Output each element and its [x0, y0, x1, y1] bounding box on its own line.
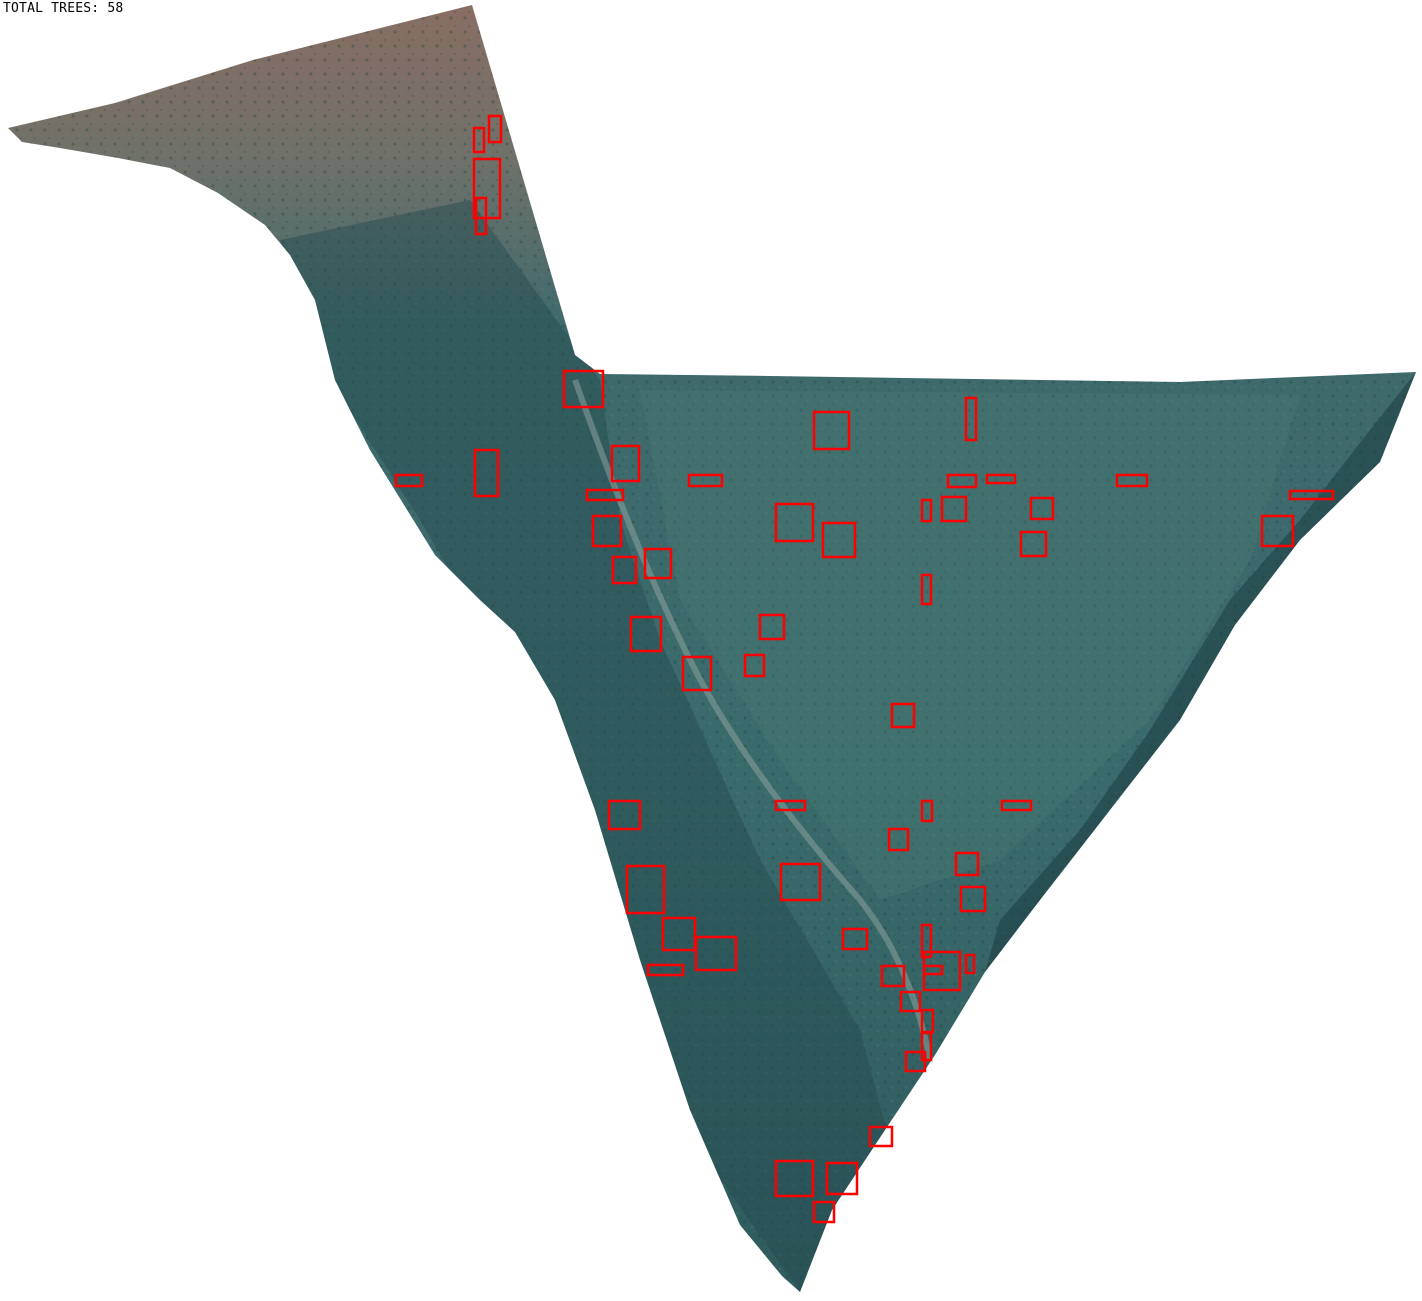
tree-box [681, 655, 713, 692]
tree-box [607, 799, 642, 831]
tree-box [694, 935, 738, 972]
tree-count-label: TOTAL TREES: 58 [3, 1, 123, 16]
tree-box [610, 444, 641, 483]
tree-box [1019, 530, 1048, 558]
tree-box [472, 126, 486, 154]
tree-box [758, 613, 786, 641]
tree-box [1288, 489, 1335, 501]
tree-box [1000, 799, 1033, 812]
tree-box [812, 1200, 836, 1224]
tree-box [774, 799, 807, 812]
tree-box [825, 1161, 859, 1196]
tree-box [880, 964, 906, 988]
tree-box [625, 864, 666, 915]
tree-box [964, 396, 978, 442]
tree-box [629, 615, 663, 653]
tree-box [643, 547, 673, 580]
tree-box [841, 927, 869, 951]
tree-box [940, 495, 968, 523]
tree-box [985, 473, 1017, 485]
tree-box [920, 1031, 933, 1062]
tree-box [920, 573, 933, 606]
tree-box [904, 1050, 927, 1073]
tree-box [812, 410, 851, 451]
tree-box [774, 1159, 815, 1198]
tree-box [743, 653, 766, 678]
tree-box [474, 196, 488, 236]
tree-box [646, 963, 685, 977]
tree-box [774, 502, 815, 543]
tree-box [868, 1125, 894, 1148]
tree-box [611, 555, 638, 585]
tree-box [920, 923, 933, 959]
tree-box [899, 990, 922, 1013]
tree-box [964, 953, 976, 975]
tree-box [954, 851, 980, 877]
tree-box [959, 885, 987, 913]
tree-count-value: 58 [107, 1, 124, 16]
tree-box [1115, 473, 1149, 488]
tree-box [887, 827, 910, 852]
tree-detection-boxes [394, 114, 1335, 1224]
tree-box [1029, 496, 1055, 521]
tree-box [922, 964, 944, 976]
tree-count-prefix: TOTAL TREES: [3, 1, 100, 16]
tree-box [394, 473, 424, 488]
tree-box [779, 862, 822, 902]
tree-box [1260, 514, 1295, 548]
tree-box [920, 498, 933, 523]
tree-box [946, 473, 978, 489]
tree-box [487, 114, 503, 144]
tree-box [890, 702, 916, 729]
tree-box [562, 369, 605, 409]
tree-box [473, 448, 500, 498]
tree-box [661, 916, 697, 952]
tree-box [687, 473, 724, 488]
tree-box [585, 488, 625, 502]
tree-box [920, 799, 934, 823]
tree-box [591, 514, 623, 548]
tree-box [821, 521, 857, 559]
